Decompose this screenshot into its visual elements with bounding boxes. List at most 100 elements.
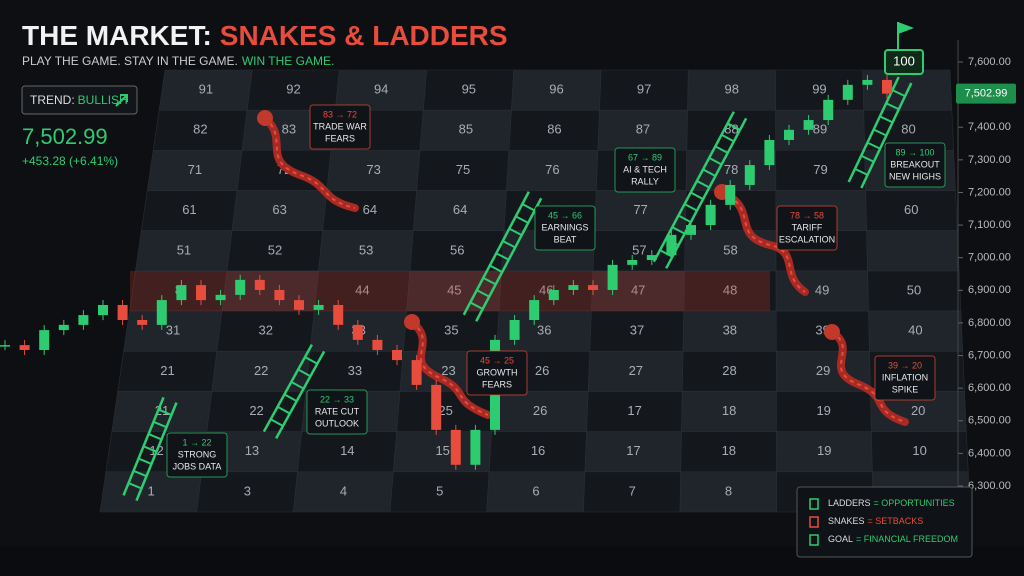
cell-number: 8	[725, 483, 732, 498]
annotation-line: 22 → 33	[320, 394, 354, 404]
y-tick-label: 6,400.00	[968, 447, 1011, 459]
cell-number: 85	[459, 122, 473, 137]
ladder-rung	[138, 457, 152, 465]
cell-number: 16	[531, 443, 545, 458]
cell-number: 45	[447, 282, 461, 297]
legend-icon	[809, 498, 819, 510]
ladder-rung	[854, 167, 868, 176]
ladder-rung	[158, 408, 172, 416]
y-tick-label: 7,100.00	[968, 219, 1011, 231]
annotation-line: AI & TECH	[623, 164, 667, 174]
cell-number: 5	[436, 483, 443, 498]
ladder-rung	[304, 356, 318, 365]
trend: TREND: BULLISH	[30, 93, 128, 107]
candle	[627, 259, 638, 265]
annotation-line: FEARS	[325, 133, 355, 143]
candle	[117, 304, 128, 320]
annotation-line: 89 → 100	[895, 147, 934, 157]
y-tick-label: 7,300.00	[968, 154, 1011, 166]
ladder-rail	[275, 350, 326, 439]
candle	[882, 79, 892, 94]
cell-number: 26	[535, 363, 549, 378]
annotation-line: FEARS	[482, 379, 512, 389]
legend-icon	[809, 516, 819, 528]
candle	[529, 300, 540, 320]
annotation-line: BREAKOUT	[890, 159, 940, 169]
cell-number: 91	[199, 82, 213, 97]
cell-number: 18	[722, 403, 736, 418]
ladder-rung	[860, 154, 875, 163]
annotation-line: STRONG	[178, 449, 217, 459]
ladder-rung	[684, 203, 698, 212]
candle	[372, 339, 383, 350]
snake-stripe	[721, 191, 806, 293]
ladder-rung	[476, 289, 490, 298]
candle	[235, 279, 246, 295]
trend-arrow	[115, 94, 128, 107]
snake-stripe	[831, 331, 906, 423]
ladder-rung	[696, 180, 710, 189]
legend-name: GOAL	[828, 534, 853, 544]
snake-head	[257, 110, 273, 126]
ladder-rung	[702, 168, 716, 177]
cell-number: 95	[462, 82, 476, 97]
ladder-rung	[143, 445, 157, 453]
cell-number: 1	[147, 483, 154, 498]
goal-flag	[898, 22, 914, 34]
legend-text: = SETBACKS	[868, 516, 924, 526]
cell-number: 40	[908, 323, 922, 338]
cell-number: 3	[244, 483, 251, 498]
annotation-line: RALLY	[631, 176, 659, 186]
ladder-rung	[521, 203, 536, 212]
annotation-box	[306, 389, 368, 435]
annotation-box	[776, 205, 838, 251]
annotation-line: SPIKE	[892, 384, 919, 394]
cell-number: 37	[630, 323, 644, 338]
cell-number: 76	[545, 162, 559, 177]
cell-number: 38	[723, 323, 737, 338]
candle	[98, 304, 108, 316]
candle	[156, 300, 167, 325]
danger-band	[130, 270, 770, 312]
candle	[470, 429, 481, 465]
y-tick-label: 7,000.00	[968, 252, 1011, 264]
annotation-line: EARNINGS	[541, 222, 588, 232]
cell-number: 73	[366, 162, 380, 177]
ladder-rung	[482, 276, 497, 286]
cell-number: 18	[722, 443, 736, 458]
annotation-line: GROWTH	[477, 367, 518, 377]
candle	[215, 294, 226, 301]
cell-number: 61	[182, 202, 196, 217]
cell-number: 22	[249, 403, 263, 418]
candle	[607, 264, 618, 290]
ladder-rung	[277, 405, 291, 415]
candle	[646, 255, 657, 260]
title-b: SNAKES & LADDERS	[220, 20, 508, 51]
price-tag-label: 7,502.99	[965, 88, 1008, 100]
cell-number: 48	[723, 282, 737, 297]
cell-number: 57	[632, 242, 646, 257]
ladder-rung	[671, 226, 686, 235]
candle	[294, 300, 304, 310]
title-a: THE MARKET:	[22, 20, 212, 51]
candle	[450, 429, 461, 465]
candle	[39, 330, 50, 350]
y-tick-label: 7,600.00	[968, 56, 1011, 68]
cell-number: 51	[177, 242, 191, 257]
ladder-rung	[469, 301, 484, 310]
snake-stripe	[264, 117, 356, 209]
ladder-rung	[495, 252, 510, 261]
ladder-rung	[502, 240, 516, 249]
cell-number: 44	[355, 282, 369, 297]
y-tick-label: 6,300.00	[968, 480, 1011, 492]
cell-number: 31	[166, 323, 180, 338]
legend-name: SNAKES	[828, 516, 865, 526]
candle	[509, 319, 520, 340]
legend-icon	[809, 534, 819, 546]
cell-number: 28	[722, 363, 736, 378]
cell-number: 52	[268, 242, 282, 257]
cell-number: 21	[160, 363, 174, 378]
cell-number: 20	[911, 403, 925, 418]
